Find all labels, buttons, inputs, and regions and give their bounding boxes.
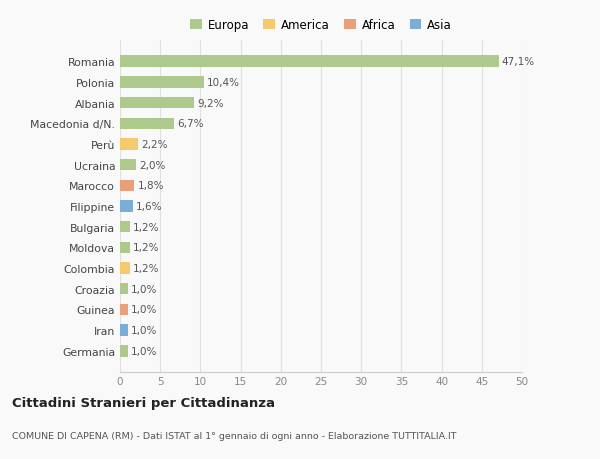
Text: Cittadini Stranieri per Cittadinanza: Cittadini Stranieri per Cittadinanza: [12, 396, 275, 409]
Text: 1,8%: 1,8%: [137, 181, 164, 191]
Bar: [120, 325, 128, 336]
Text: 9,2%: 9,2%: [197, 98, 224, 108]
Text: 1,0%: 1,0%: [131, 305, 158, 315]
Text: 2,0%: 2,0%: [139, 160, 166, 170]
Text: 1,0%: 1,0%: [131, 284, 158, 294]
Text: 1,6%: 1,6%: [136, 202, 163, 212]
Text: 1,2%: 1,2%: [133, 222, 160, 232]
Bar: [120, 139, 137, 150]
Bar: [120, 242, 130, 253]
Bar: [120, 284, 128, 295]
Bar: [120, 160, 136, 171]
Text: 1,2%: 1,2%: [133, 243, 160, 253]
Text: 1,0%: 1,0%: [131, 346, 158, 356]
Text: COMUNE DI CAPENA (RM) - Dati ISTAT al 1° gennaio di ogni anno - Elaborazione TUT: COMUNE DI CAPENA (RM) - Dati ISTAT al 1°…: [12, 431, 457, 440]
Bar: [120, 56, 499, 67]
Bar: [120, 98, 194, 109]
Bar: [120, 222, 130, 233]
Bar: [120, 346, 128, 357]
Text: 6,7%: 6,7%: [177, 119, 203, 129]
Bar: [120, 77, 203, 88]
Text: 2,2%: 2,2%: [141, 140, 167, 150]
Bar: [120, 201, 133, 212]
Text: 1,2%: 1,2%: [133, 263, 160, 274]
Bar: [120, 304, 128, 315]
Bar: [120, 118, 174, 129]
Bar: [120, 263, 130, 274]
Text: 10,4%: 10,4%: [207, 78, 240, 88]
Legend: Europa, America, Africa, Asia: Europa, America, Africa, Asia: [185, 14, 457, 37]
Text: 47,1%: 47,1%: [502, 57, 535, 67]
Text: 1,0%: 1,0%: [131, 325, 158, 336]
Bar: [120, 180, 134, 191]
